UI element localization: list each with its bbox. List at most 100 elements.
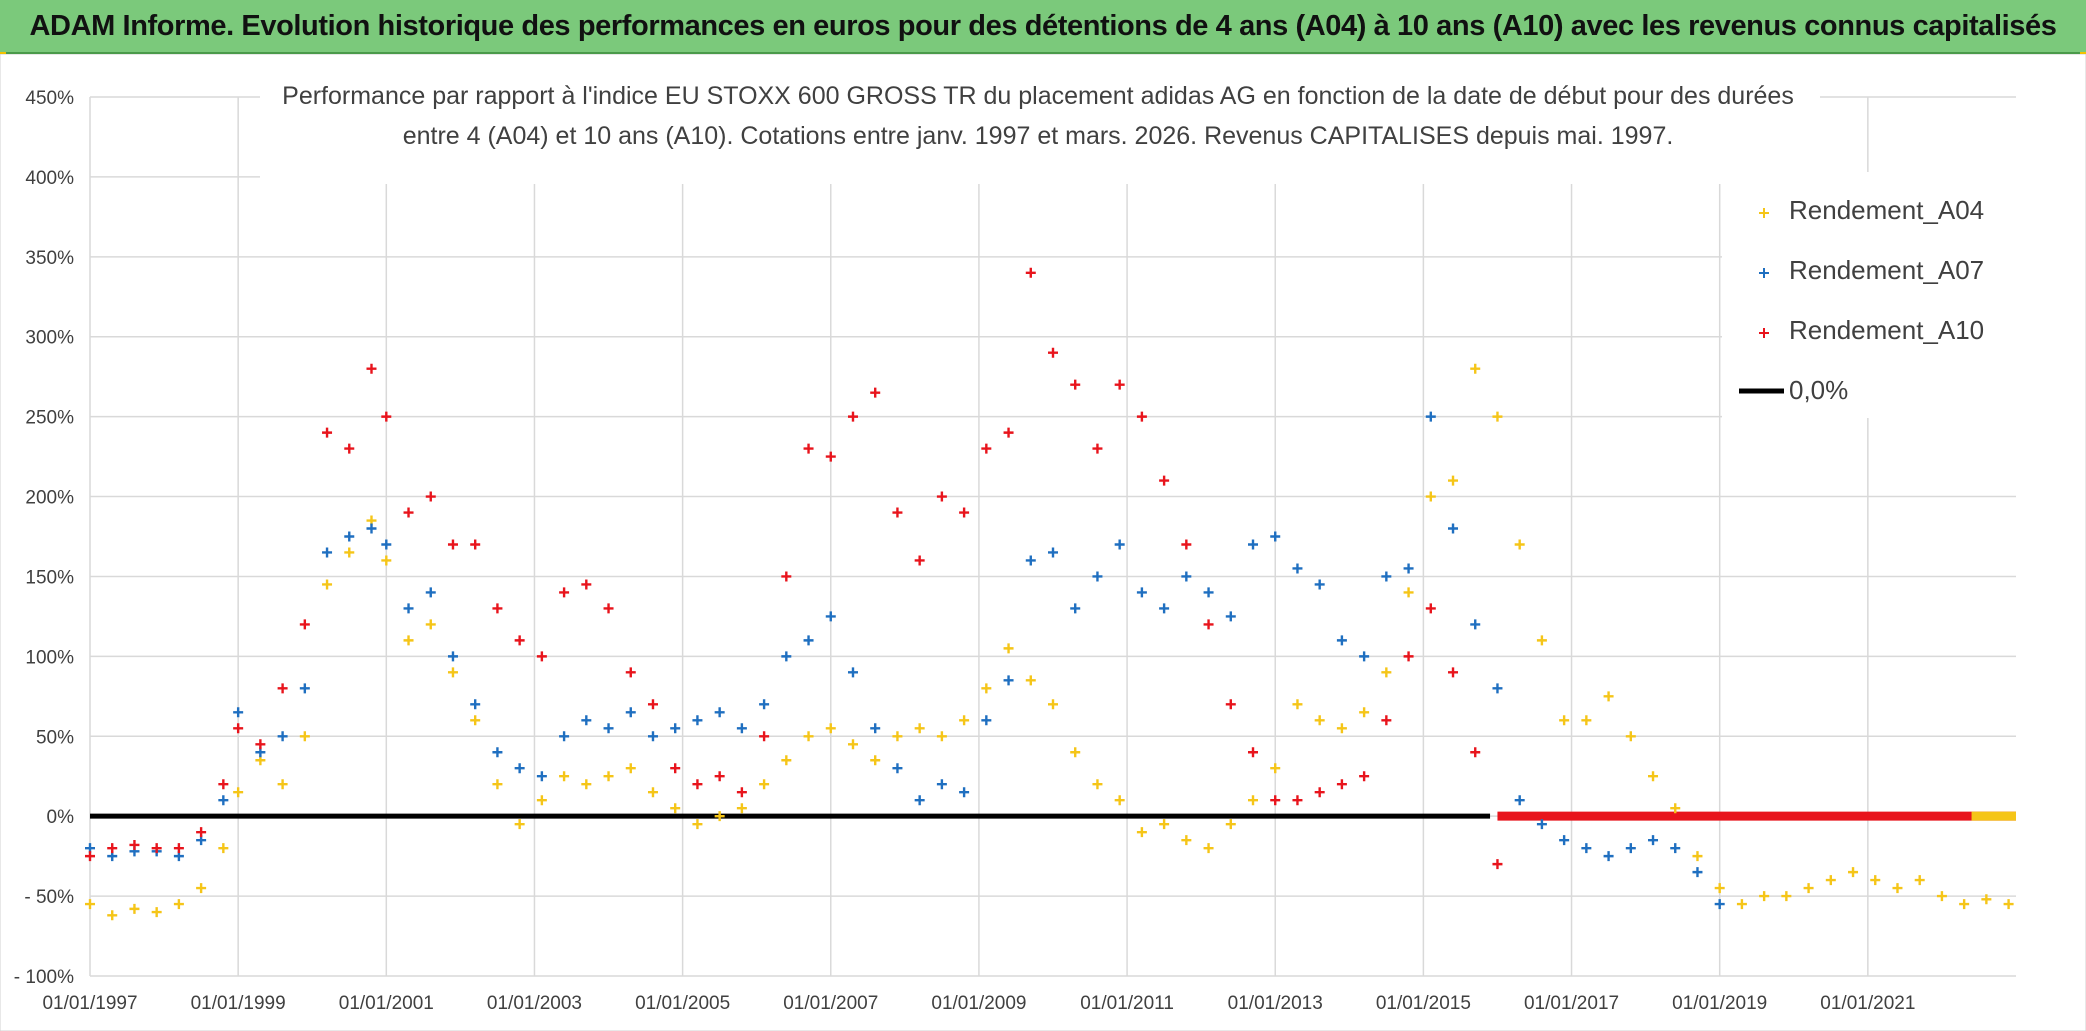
data-point bbox=[1225, 611, 1236, 622]
data-point bbox=[803, 443, 814, 454]
data-point bbox=[1336, 779, 1347, 790]
data-point bbox=[759, 779, 770, 790]
data-point bbox=[1736, 899, 1747, 910]
data-point bbox=[647, 731, 658, 742]
data-point bbox=[559, 731, 570, 742]
data-point bbox=[1270, 763, 1281, 774]
data-point bbox=[559, 771, 570, 782]
data-point bbox=[1025, 267, 1036, 278]
data-point bbox=[173, 843, 184, 854]
data-point bbox=[129, 839, 140, 850]
data-point bbox=[1248, 795, 1259, 806]
data-point bbox=[1959, 899, 1970, 910]
data-point bbox=[1470, 363, 1481, 374]
data-point bbox=[959, 787, 970, 798]
series-Rendement_A10 bbox=[85, 267, 1503, 870]
data-point bbox=[1536, 635, 1547, 646]
data-point bbox=[1203, 619, 1214, 630]
data-point bbox=[581, 579, 592, 590]
data-point bbox=[447, 651, 458, 662]
y-tick-label: 150% bbox=[25, 567, 74, 588]
x-tick-label: 01/01/2001 bbox=[339, 993, 434, 1014]
data-point bbox=[981, 715, 992, 726]
data-point bbox=[847, 411, 858, 422]
data-point bbox=[403, 507, 414, 518]
data-point bbox=[692, 819, 703, 830]
data-point bbox=[218, 779, 229, 790]
x-tick-label: 01/01/2007 bbox=[783, 993, 878, 1014]
data-point bbox=[1048, 347, 1058, 358]
legend-item-a10: Rendement_A10 bbox=[1759, 315, 1984, 345]
data-point bbox=[403, 635, 414, 646]
data-point bbox=[1203, 587, 1214, 598]
data-point bbox=[1003, 427, 1014, 438]
data-point bbox=[936, 779, 947, 790]
data-point bbox=[322, 427, 333, 438]
data-point bbox=[914, 795, 925, 806]
data-point bbox=[299, 619, 310, 630]
data-point bbox=[447, 667, 458, 678]
data-point bbox=[1648, 835, 1659, 846]
data-point bbox=[425, 491, 436, 502]
x-tick-label: 01/01/2003 bbox=[487, 993, 582, 1014]
data-point bbox=[1070, 379, 1081, 390]
data-point bbox=[1092, 571, 1103, 582]
data-point bbox=[1470, 747, 1481, 758]
chart-title-line-2: entre 4 (A04) et 10 ans (A10). Cotations… bbox=[403, 122, 1674, 150]
data-point bbox=[1225, 699, 1236, 710]
chart-title-line-1: Performance par rapport à l'indice EU ST… bbox=[282, 82, 1794, 110]
data-point bbox=[1714, 883, 1725, 894]
data-point bbox=[536, 795, 547, 806]
data-point bbox=[1248, 539, 1259, 550]
data-point bbox=[322, 579, 333, 590]
data-point bbox=[581, 779, 592, 790]
data-point bbox=[559, 587, 570, 598]
data-point bbox=[647, 699, 658, 710]
data-point bbox=[1492, 683, 1503, 694]
data-point bbox=[1403, 587, 1414, 598]
data-point bbox=[870, 387, 881, 398]
data-point bbox=[870, 755, 881, 766]
legend-item-a07: Rendement_A07 bbox=[1759, 255, 1984, 285]
data-point bbox=[2003, 899, 2014, 910]
data-point bbox=[1025, 675, 1036, 686]
data-point bbox=[1292, 795, 1303, 806]
data-point bbox=[1492, 411, 1503, 422]
x-tick-label: 01/01/2009 bbox=[931, 993, 1026, 1014]
data-point bbox=[1336, 635, 1347, 646]
data-point bbox=[381, 539, 392, 550]
x-tick-label: 01/01/2005 bbox=[635, 993, 730, 1014]
x-tick-label: 01/01/2019 bbox=[1672, 993, 1767, 1014]
data-point bbox=[670, 763, 681, 774]
legend-marker-a10 bbox=[1759, 328, 1769, 338]
data-point bbox=[492, 747, 503, 758]
data-point bbox=[1470, 619, 1481, 630]
legend-marker-a07 bbox=[1759, 268, 1769, 278]
data-point bbox=[1559, 835, 1570, 846]
data-point bbox=[914, 555, 925, 566]
performance-chart: 450% 400% 350% 300% 250% 200% 150% 100% 50% 0% - 5… bbox=[0, 54, 2086, 1031]
y-tick-label: 50% bbox=[36, 727, 74, 748]
data-point bbox=[625, 707, 636, 718]
data-point bbox=[759, 699, 770, 710]
data-point bbox=[892, 507, 903, 518]
data-point bbox=[1381, 571, 1392, 582]
legend-marker-a04 bbox=[1759, 208, 1769, 218]
y-tick-label: 300% bbox=[25, 328, 74, 349]
data-point bbox=[1981, 894, 1992, 905]
data-point bbox=[107, 910, 118, 921]
data-point bbox=[344, 531, 355, 542]
y-tick-label: 250% bbox=[25, 408, 74, 429]
data-point bbox=[736, 787, 747, 798]
data-point bbox=[1048, 547, 1058, 558]
legend-label-a07: Rendement_A07 bbox=[1789, 255, 1984, 285]
data-point bbox=[1136, 411, 1147, 422]
y-tick-label: 350% bbox=[25, 248, 74, 269]
data-point bbox=[1092, 443, 1103, 454]
data-point bbox=[277, 731, 288, 742]
data-point bbox=[1870, 875, 1881, 886]
data-point bbox=[536, 651, 547, 662]
data-point bbox=[425, 587, 436, 598]
data-point bbox=[1270, 531, 1281, 542]
data-point bbox=[1759, 891, 1770, 902]
